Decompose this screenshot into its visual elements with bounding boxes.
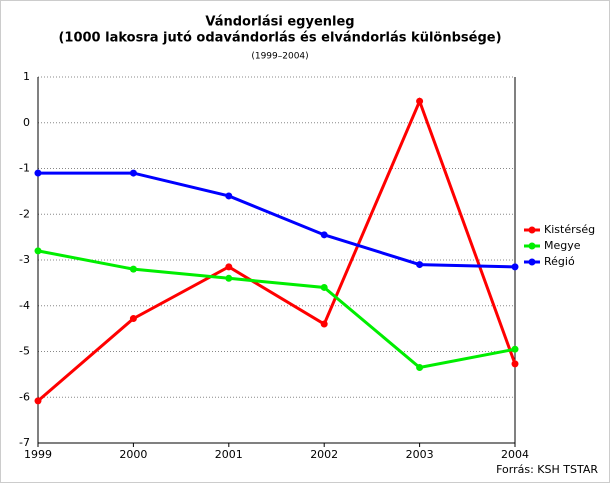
x-tick-label: 2004 xyxy=(501,448,529,461)
data-point xyxy=(511,263,519,271)
data-point xyxy=(34,247,42,255)
x-tick-label: 2000 xyxy=(119,448,147,461)
x-tick-label: 2002 xyxy=(310,448,338,461)
data-point xyxy=(416,97,424,105)
y-tick-label: -2 xyxy=(19,207,30,220)
data-point xyxy=(320,283,328,291)
y-tick-label: -7 xyxy=(19,436,30,449)
x-tick-label: 2001 xyxy=(215,448,243,461)
y-tick-label: 1 xyxy=(23,70,30,83)
legend-marker xyxy=(528,258,536,266)
data-point xyxy=(34,397,42,405)
legend-marker xyxy=(528,242,536,250)
data-point xyxy=(225,274,233,282)
legend-label: Megye xyxy=(544,239,581,252)
data-point xyxy=(225,192,233,200)
y-tick-label: -6 xyxy=(19,390,30,403)
data-point xyxy=(320,320,328,328)
data-point xyxy=(129,265,137,273)
data-point xyxy=(511,360,519,368)
chart-subtitle: (1000 lakosra jutó odavándorlás és elván… xyxy=(58,31,501,46)
data-point xyxy=(416,261,424,269)
data-point xyxy=(511,345,519,353)
y-tick-label: -4 xyxy=(19,299,30,312)
data-point xyxy=(129,169,137,177)
chart-period: (1999–2004) xyxy=(251,52,308,62)
data-point xyxy=(225,263,233,271)
legend-marker xyxy=(528,226,536,234)
data-point xyxy=(416,364,424,372)
legend-label: Kistérség xyxy=(544,223,595,236)
data-point xyxy=(129,315,137,323)
series-line xyxy=(38,171,516,269)
source: Forrás: KSH TSTAR xyxy=(496,463,598,476)
data-point xyxy=(320,231,328,239)
x-tick-label: 2003 xyxy=(406,448,434,461)
legend-label: Régió xyxy=(544,255,575,268)
y-tick-label: -3 xyxy=(19,253,30,266)
data-point xyxy=(34,169,42,177)
x-tick-label: 1999 xyxy=(24,448,52,461)
chart-title: Vándorlási egyenleg xyxy=(205,15,354,30)
y-tick-label: 0 xyxy=(23,116,30,129)
y-tick-label: -1 xyxy=(19,162,30,175)
series-line xyxy=(37,97,517,403)
series-line xyxy=(37,249,516,370)
y-tick-label: -5 xyxy=(19,345,30,358)
